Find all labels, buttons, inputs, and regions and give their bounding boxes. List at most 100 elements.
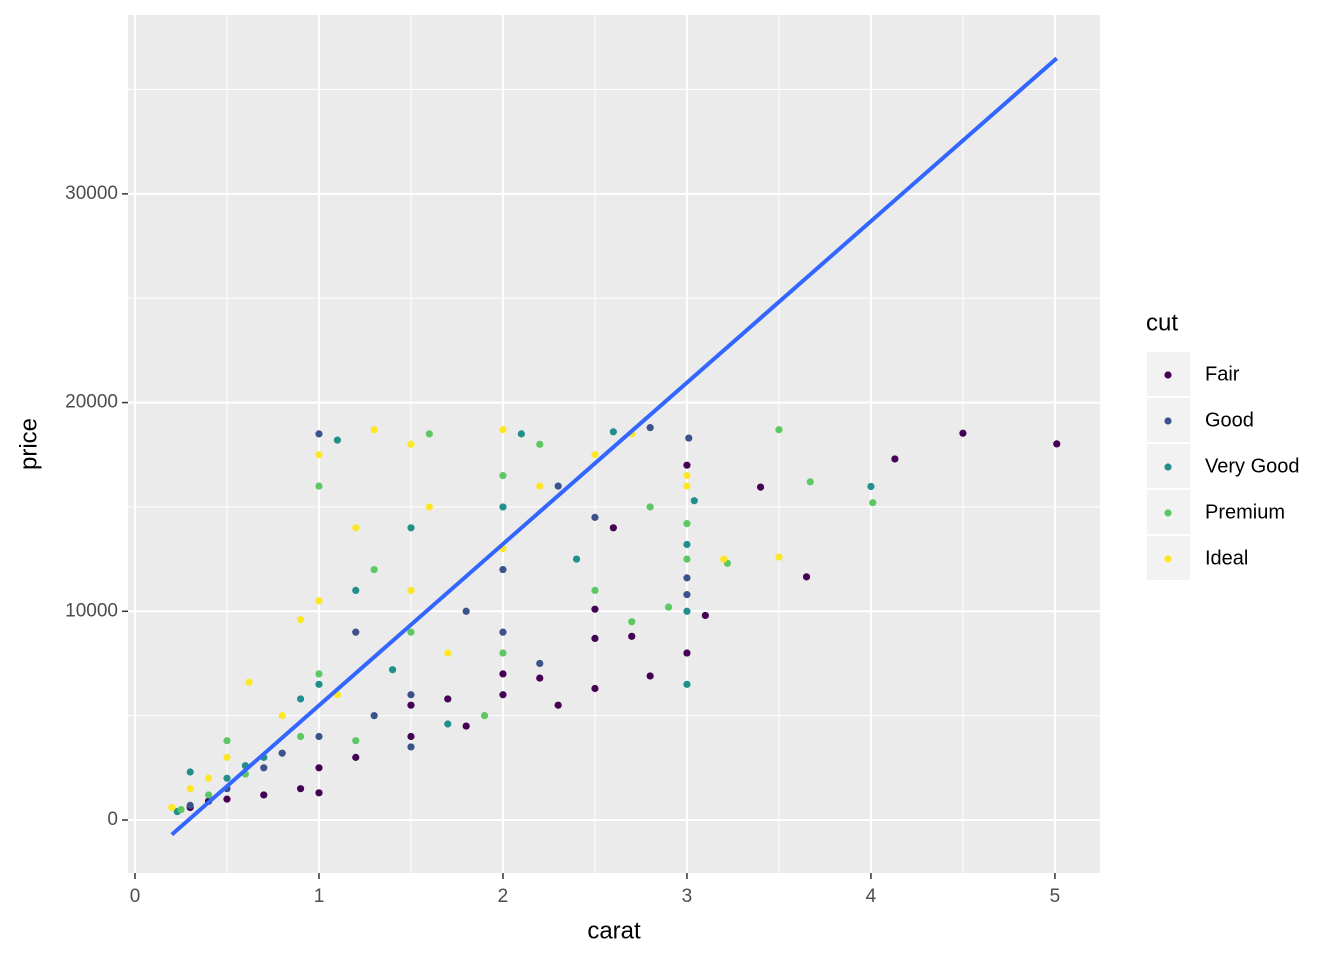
y-axis-label: price (15, 418, 42, 470)
point (683, 555, 691, 563)
point (260, 791, 268, 799)
x-tick-label: 3 (682, 886, 693, 907)
point (278, 749, 286, 757)
point (499, 691, 507, 699)
point (720, 555, 728, 563)
legend-label: Premium (1205, 501, 1285, 523)
point (536, 482, 544, 490)
point (223, 737, 231, 745)
point (867, 482, 875, 491)
point (352, 524, 360, 532)
point (609, 428, 617, 436)
point (370, 565, 378, 574)
y-tick-label: 30000 (65, 183, 118, 204)
point (756, 483, 765, 491)
point (591, 586, 599, 595)
point (683, 607, 691, 615)
x-tick-label: 2 (498, 886, 509, 907)
point (186, 785, 194, 793)
point (315, 764, 323, 772)
point (296, 695, 305, 703)
legend-label: Fair (1205, 363, 1240, 385)
point (223, 774, 231, 782)
point (683, 461, 691, 469)
point (407, 732, 415, 741)
point (315, 597, 323, 605)
point (204, 791, 213, 799)
point (407, 628, 415, 636)
point (245, 678, 253, 686)
point (959, 429, 967, 437)
point (701, 611, 709, 620)
point (315, 430, 323, 438)
point (407, 586, 415, 595)
point (802, 573, 811, 581)
point (352, 628, 360, 636)
legend-swatch (1164, 555, 1172, 563)
point (683, 472, 691, 480)
point (683, 574, 691, 582)
point (444, 720, 452, 728)
point (664, 603, 673, 611)
point (296, 785, 305, 793)
legend-label: Very Good (1205, 455, 1300, 477)
point (591, 451, 599, 459)
x-tick-label: 5 (1050, 886, 1061, 907)
point (609, 524, 617, 532)
point (628, 618, 636, 626)
point (499, 472, 507, 480)
point (517, 430, 525, 438)
point (315, 451, 323, 459)
point (352, 737, 360, 745)
point (628, 632, 636, 640)
point (480, 712, 489, 720)
point (315, 680, 323, 688)
point (315, 732, 323, 741)
legend-title: cut (1146, 309, 1178, 336)
point (370, 426, 378, 434)
point (425, 430, 433, 438)
point (683, 520, 691, 528)
point (186, 801, 194, 809)
point (690, 497, 698, 505)
point (499, 670, 507, 678)
point (177, 805, 185, 814)
point (536, 440, 544, 448)
point (352, 753, 360, 761)
point (315, 482, 323, 490)
point (646, 672, 654, 680)
point (536, 659, 544, 668)
x-tick-label: 1 (314, 886, 325, 907)
point (554, 701, 562, 709)
x-axis-label: carat (587, 917, 641, 944)
point (499, 649, 507, 657)
y-tick-label: 0 (107, 809, 118, 830)
point (407, 691, 415, 699)
point (168, 803, 176, 812)
point (204, 774, 213, 782)
point (683, 482, 691, 490)
legend-swatch (1164, 417, 1172, 425)
legend-swatch (1164, 509, 1172, 517)
point (683, 540, 691, 549)
point (536, 674, 544, 682)
point (444, 649, 452, 657)
legend-label: Ideal (1205, 547, 1248, 569)
x-tick-label: 4 (866, 886, 877, 907)
point (186, 768, 194, 776)
point (260, 764, 268, 772)
point (407, 524, 415, 532)
point (646, 424, 654, 432)
x-tick-label: 0 (130, 886, 141, 907)
point (891, 455, 899, 463)
point (683, 649, 691, 657)
point (315, 670, 323, 678)
point (425, 503, 433, 511)
point (278, 712, 286, 720)
point (223, 753, 231, 761)
point (646, 503, 654, 511)
point (775, 553, 783, 561)
point (591, 634, 599, 643)
point (591, 605, 599, 613)
